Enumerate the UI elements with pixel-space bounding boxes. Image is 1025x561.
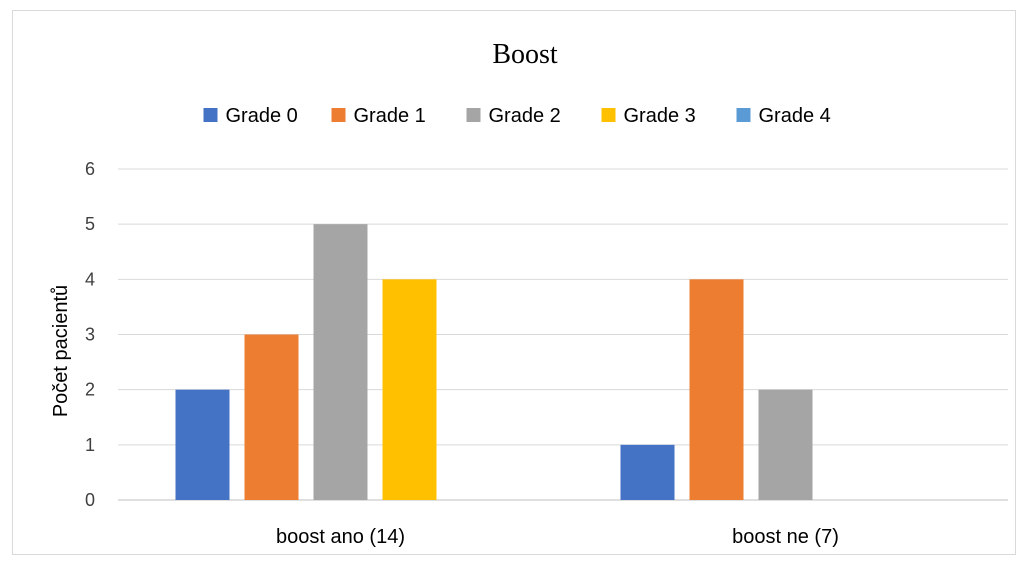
x-category-label: boost ne (7) [732, 526, 839, 548]
legend-swatch [466, 108, 481, 122]
x-axis-categories: boost ano (14) boost ne (7) [276, 526, 839, 548]
legend-item: Grade 0 [203, 105, 298, 127]
y-tick-label: 4 [85, 269, 95, 289]
y-axis-label: Počet pacientů [50, 285, 72, 417]
chart-frame: Boost Grade 0 Grade 1 Grade 2 Grade 3 Grade … [12, 10, 1016, 555]
bar [244, 334, 299, 500]
legend: Grade 0 Grade 1 Grade 2 Grade 3 Grade 4 [203, 105, 831, 127]
bar [758, 389, 813, 500]
y-tick-label: 6 [85, 159, 95, 179]
bars [175, 224, 813, 500]
legend-item: Grade 1 [331, 105, 426, 127]
legend-swatch [601, 108, 616, 122]
bar [313, 224, 368, 500]
legend-label: Grade 1 [354, 105, 426, 127]
legend-label: Grade 0 [226, 105, 298, 127]
legend-item: Grade 2 [466, 105, 561, 127]
legend-label: Grade 2 [489, 105, 561, 127]
y-axis-ticks: 0 1 2 3 4 5 6 [85, 159, 95, 510]
bar [620, 444, 675, 500]
y-tick-label: 2 [85, 380, 95, 400]
legend-label: Grade 4 [759, 105, 831, 127]
y-tick-label: 1 [85, 435, 95, 455]
y-tick-label: 3 [85, 325, 95, 345]
chart-title: Boost [492, 39, 558, 70]
legend-item: Grade 4 [736, 105, 831, 127]
bar [382, 279, 437, 500]
legend-swatch [736, 108, 751, 122]
legend-swatch [331, 108, 346, 122]
bar [689, 279, 744, 500]
bar [175, 389, 230, 500]
legend-label: Grade 3 [624, 105, 696, 127]
y-tick-label: 0 [85, 490, 95, 510]
legend-item: Grade 3 [601, 105, 696, 127]
legend-swatch [203, 108, 218, 122]
bar-chart: Boost Grade 0 Grade 1 Grade 2 Grade 3 Grade … [50, 39, 1008, 548]
x-category-label: boost ano (14) [276, 526, 405, 548]
y-tick-label: 5 [85, 214, 95, 234]
